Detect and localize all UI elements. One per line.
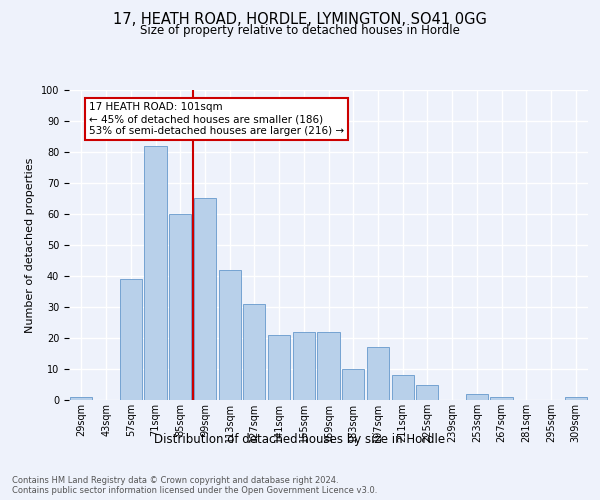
Bar xyxy=(293,332,315,400)
Bar xyxy=(317,332,340,400)
Bar xyxy=(145,146,167,400)
Bar xyxy=(194,198,216,400)
Text: 17 HEATH ROAD: 101sqm
← 45% of detached houses are smaller (186)
53% of semi-det: 17 HEATH ROAD: 101sqm ← 45% of detached … xyxy=(89,102,344,136)
Bar xyxy=(342,369,364,400)
Bar xyxy=(565,397,587,400)
Text: Contains HM Land Registry data © Crown copyright and database right 2024.
Contai: Contains HM Land Registry data © Crown c… xyxy=(12,476,377,495)
Bar xyxy=(169,214,191,400)
Y-axis label: Number of detached properties: Number of detached properties xyxy=(25,158,35,332)
Text: 17, HEATH ROAD, HORDLE, LYMINGTON, SO41 0GG: 17, HEATH ROAD, HORDLE, LYMINGTON, SO41 … xyxy=(113,12,487,28)
Bar xyxy=(416,384,439,400)
Bar xyxy=(218,270,241,400)
Bar xyxy=(268,335,290,400)
Text: Distribution of detached houses by size in Hordle: Distribution of detached houses by size … xyxy=(154,432,446,446)
Bar xyxy=(490,397,512,400)
Bar xyxy=(392,375,414,400)
Bar xyxy=(466,394,488,400)
Bar xyxy=(243,304,265,400)
Bar xyxy=(70,397,92,400)
Text: Size of property relative to detached houses in Hordle: Size of property relative to detached ho… xyxy=(140,24,460,37)
Bar xyxy=(367,348,389,400)
Bar xyxy=(119,279,142,400)
